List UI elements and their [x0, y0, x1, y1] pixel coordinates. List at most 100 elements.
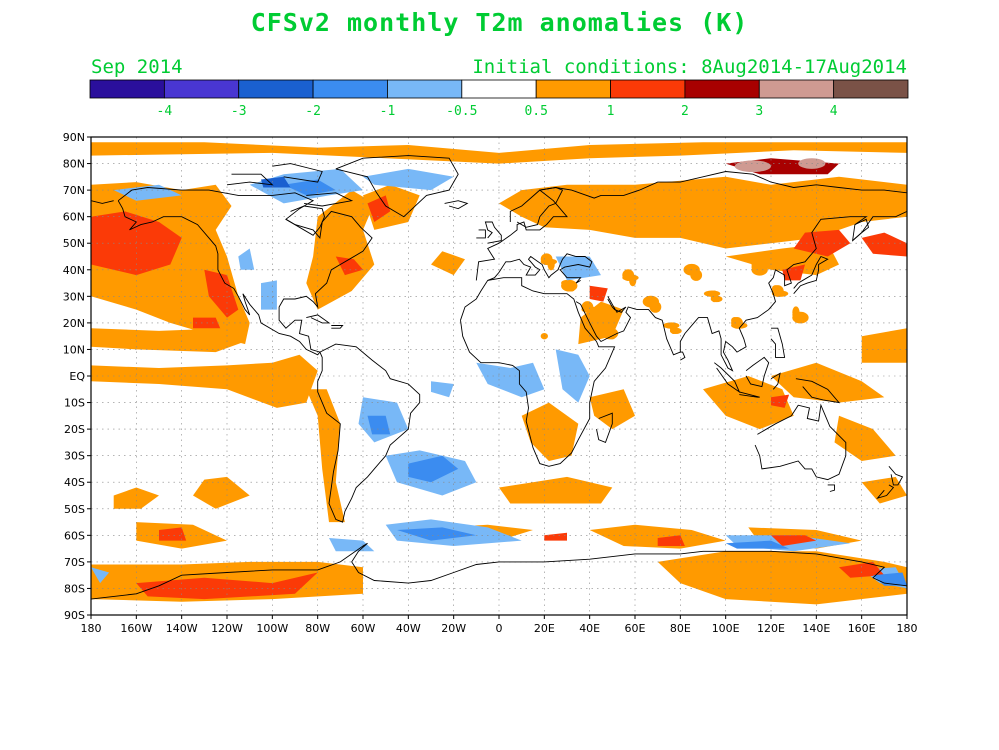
coastline [91, 542, 907, 600]
colorbar-label: -1 [380, 104, 396, 119]
anomaly-region [771, 394, 790, 408]
lon-label: 140W [166, 622, 198, 635]
lon-label: 40W [396, 622, 421, 635]
coastline [876, 484, 895, 500]
colorbar-label: -2 [305, 104, 321, 119]
anomaly-region [861, 328, 907, 363]
anomaly-region [792, 311, 809, 324]
anomaly-region [431, 381, 454, 398]
lon-label: 180 [81, 622, 102, 635]
lon-label: 160E [848, 622, 876, 635]
lon-label: 180 [897, 622, 918, 635]
anomaly-region [367, 195, 391, 222]
anomaly-warm-3-4 [734, 158, 826, 173]
anomaly-region [725, 540, 790, 549]
lon-label: 60W [351, 622, 376, 635]
forecast-month: Sep 2014 [91, 56, 183, 78]
coastline [317, 343, 421, 523]
anomaly-region [861, 232, 907, 257]
lon-label: 40E [579, 622, 600, 635]
coastline [335, 155, 459, 218]
latitude-labels: 90N 80N 70N 60N 50N 40N 30N 20N 10N EQ 10S 20S 30S 40… [63, 131, 91, 622]
anomaly-region [703, 376, 794, 430]
anomaly-region [657, 535, 685, 546]
anomaly-region [793, 229, 851, 257]
anomaly-region [91, 328, 246, 353]
coastline [793, 255, 829, 294]
anomaly-region [873, 572, 907, 586]
anomaly-cool-2-3 [261, 176, 291, 188]
coastline [770, 327, 786, 358]
coastlines [91, 155, 907, 600]
anomaly-region [771, 362, 885, 403]
coastline [745, 356, 770, 388]
coastline [770, 372, 781, 390]
anomaly-region [204, 269, 239, 318]
lon-label: 0 [496, 622, 503, 635]
colorbar-label: -4 [157, 104, 173, 119]
coastline [852, 218, 870, 241]
anomaly-region [91, 567, 125, 589]
colorbar-label: 4 [830, 104, 838, 119]
coastline [484, 221, 502, 244]
coastline [476, 229, 486, 239]
anomaly-region [283, 179, 336, 196]
anomaly-region [547, 258, 555, 271]
coastline [509, 187, 564, 228]
lat-label: 80S [64, 582, 85, 595]
lat-label: 50N [63, 237, 85, 250]
coastline [596, 412, 613, 443]
anomaly-region [238, 248, 255, 270]
coastline [714, 362, 741, 394]
anomaly-region [91, 567, 110, 584]
anomaly-region [589, 389, 635, 430]
coastline [226, 173, 274, 186]
coastline [272, 163, 323, 183]
initial-conditions: Initial conditions: 8Aug2014-17Aug2014 [472, 56, 907, 78]
lat-label: 90N [63, 131, 85, 144]
coastline [487, 253, 593, 284]
anomaly-region [91, 142, 907, 164]
anomaly-region [335, 256, 363, 276]
coastline [795, 378, 841, 404]
anomaly-region [834, 415, 896, 461]
anomaly-region [261, 176, 291, 188]
colorbar-label: 0.5 [524, 104, 547, 119]
coastline [575, 210, 907, 372]
lon-label: 100E [712, 622, 740, 635]
anomaly-region [629, 274, 637, 287]
lat-label: 10S [64, 397, 85, 410]
anomaly-region [499, 476, 613, 504]
anomaly-region [476, 362, 545, 398]
coastline [754, 403, 847, 481]
lat-label: 40N [63, 264, 85, 277]
anomaly-region [397, 527, 477, 541]
coastline [888, 466, 904, 486]
lat-label: 90S [64, 609, 85, 622]
lon-label: 80E [670, 622, 691, 635]
anomaly-region [710, 295, 723, 303]
anomaly-region [657, 551, 907, 605]
coastline [739, 391, 760, 398]
coastline [285, 205, 325, 236]
coastline [91, 200, 114, 204]
anomaly-region [193, 476, 250, 509]
coastline [475, 171, 907, 281]
anomaly-region [567, 285, 576, 292]
map-title: CFSv2 monthly T2m anomalies (K) [250, 8, 749, 37]
anomaly-region [649, 301, 662, 313]
lon-label: 120E [757, 622, 785, 635]
colorbar-label: -0.5 [446, 104, 477, 119]
coastline [607, 296, 627, 313]
longitude-labels: 180 160W 140W 120W 100W 80W 60W 40W 20W 0 20E 40E 60… [81, 615, 918, 635]
lon-label: 160W [120, 622, 152, 635]
lon-label: 60E [625, 622, 646, 635]
coastline [304, 192, 354, 207]
anomaly-region [499, 176, 907, 249]
anomaly-region [521, 402, 579, 461]
lat-label: 60S [64, 529, 85, 542]
coastline [680, 351, 686, 361]
coastline [827, 484, 835, 492]
lat-label: EQ [69, 370, 85, 383]
